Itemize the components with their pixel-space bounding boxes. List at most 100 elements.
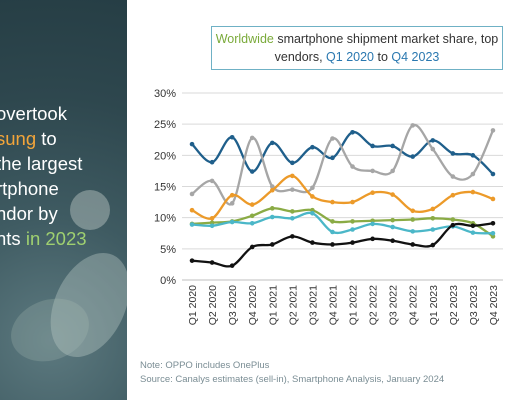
series-2-point	[290, 187, 295, 192]
y-tick-label: 30%	[154, 88, 176, 100]
series-3-point	[249, 202, 255, 207]
series-2-point	[370, 168, 375, 174]
x-tick-label: Q1 2023	[428, 285, 440, 325]
headline-line-5: ndor by	[0, 201, 136, 226]
series-1-point	[370, 143, 375, 149]
headline-line-4: rtphone	[0, 176, 136, 201]
series-6-point	[209, 260, 215, 265]
series-1-point	[450, 151, 456, 156]
series-2-point	[209, 178, 215, 184]
series-6-point	[189, 258, 195, 263]
headline-line-1: overtook	[0, 101, 136, 126]
series-6-point	[410, 242, 416, 247]
series-3-point	[269, 187, 275, 193]
series-3-point	[209, 215, 215, 221]
x-tick-label: Q4 2022	[408, 285, 420, 325]
chart-title-start-quarter: Q1 2020	[326, 50, 375, 64]
headline-line-1-text: overtook	[0, 103, 67, 124]
market-share-line-chart: 0% 5% 10% 15% 20% 25% 30% Q1 2020 Q2 2020 Q3 2020…	[154, 88, 503, 325]
headline-line-3-text: the largest	[0, 153, 83, 174]
series-2-point	[350, 164, 355, 169]
series-line-4	[191, 207, 494, 238]
series-4-point	[390, 217, 395, 223]
series-5-point	[209, 223, 215, 229]
chart-title-worldwide: Worldwide	[215, 32, 274, 46]
x-tick-label: Q3 2022	[388, 285, 400, 325]
series-2-point	[249, 135, 255, 141]
series-5-point	[189, 222, 195, 227]
series-3-point	[390, 192, 395, 197]
x-tick-label: Q3 2020	[227, 285, 239, 325]
series-4-point	[330, 219, 335, 224]
headline-line-5-text: ndor by	[0, 203, 58, 224]
footnote-source: Source: Canalys estimates (sell-in), Sma…	[140, 374, 445, 385]
series-1-point	[470, 153, 476, 158]
series-2-point	[390, 168, 395, 174]
y-tick-label: 15%	[154, 182, 176, 194]
series-6-point	[330, 242, 335, 247]
series-1-point	[430, 138, 436, 143]
series-2-point	[189, 191, 195, 197]
series-2-point	[229, 201, 235, 206]
headline-line-2: sung to	[0, 126, 136, 151]
headline-line-4-text: rtphone	[0, 178, 59, 199]
x-tick-label: Q2 2020	[207, 285, 219, 325]
series-6-point	[430, 242, 436, 248]
headline-text: overtook sung to the largest rtphone ndo…	[0, 101, 136, 251]
series-1-point	[290, 160, 295, 166]
series-6-point	[370, 236, 375, 242]
series-5-point	[430, 227, 436, 232]
series-3-point	[189, 207, 195, 213]
x-tick-label: Q2 2023	[448, 285, 460, 325]
series-3-point	[490, 196, 496, 202]
headline-line-6-text: nts	[0, 228, 21, 249]
chart-title-box: Worldwide smartphone shipment market sha…	[211, 26, 503, 70]
series-5-point	[470, 230, 476, 235]
series-3-point	[229, 192, 235, 198]
series-1-point	[269, 140, 275, 146]
series-5-point	[390, 224, 395, 230]
series-6-point	[450, 222, 456, 228]
y-tick-label: 20%	[154, 150, 176, 162]
series-4-point	[350, 219, 355, 224]
series-2-point	[490, 128, 496, 133]
series-5-point	[330, 229, 335, 235]
series-5-point	[310, 211, 315, 216]
series-line-2	[191, 123, 495, 206]
series-5-point	[229, 219, 235, 225]
series-6-point	[390, 238, 395, 244]
series-6-point	[229, 263, 235, 268]
series-4-point	[269, 206, 275, 211]
x-tick-label: Q4 2021	[327, 285, 339, 325]
series-5-point	[249, 220, 255, 226]
series-4-point	[450, 217, 456, 222]
series-1-point	[310, 144, 315, 150]
series-5-point	[350, 227, 355, 232]
x-tick-label: Q4 2023	[488, 285, 500, 325]
series-3-point	[470, 189, 476, 195]
series-5-point	[490, 230, 496, 236]
x-tick-label: Q2 2022	[368, 285, 380, 325]
series-6-point	[350, 240, 355, 245]
series-1-point	[229, 134, 235, 140]
series-1-point	[330, 155, 335, 161]
series-6-point	[310, 240, 315, 245]
series-1-point	[350, 129, 355, 135]
x-tick-label: Q1 2021	[267, 285, 279, 325]
series-2-point	[450, 174, 456, 179]
chart-title-end-quarter: Q4 2023	[391, 50, 440, 64]
background-photo-panel	[0, 0, 127, 400]
series-3-point	[310, 194, 315, 199]
headline-year-highlight: in 2023	[20, 228, 87, 249]
series-5-point	[410, 229, 416, 234]
series-1-point	[490, 171, 496, 177]
series-3-point	[410, 208, 416, 214]
x-tick-label: Q4 2020	[247, 285, 259, 325]
series-6-point	[490, 220, 496, 226]
series-2-point	[330, 136, 335, 141]
headline-line-6: nts in 2023	[0, 226, 136, 251]
series-2-point	[470, 171, 476, 177]
series-1-point	[249, 169, 255, 174]
series-3-point	[290, 173, 295, 179]
y-tick-label: 5%	[160, 244, 176, 256]
